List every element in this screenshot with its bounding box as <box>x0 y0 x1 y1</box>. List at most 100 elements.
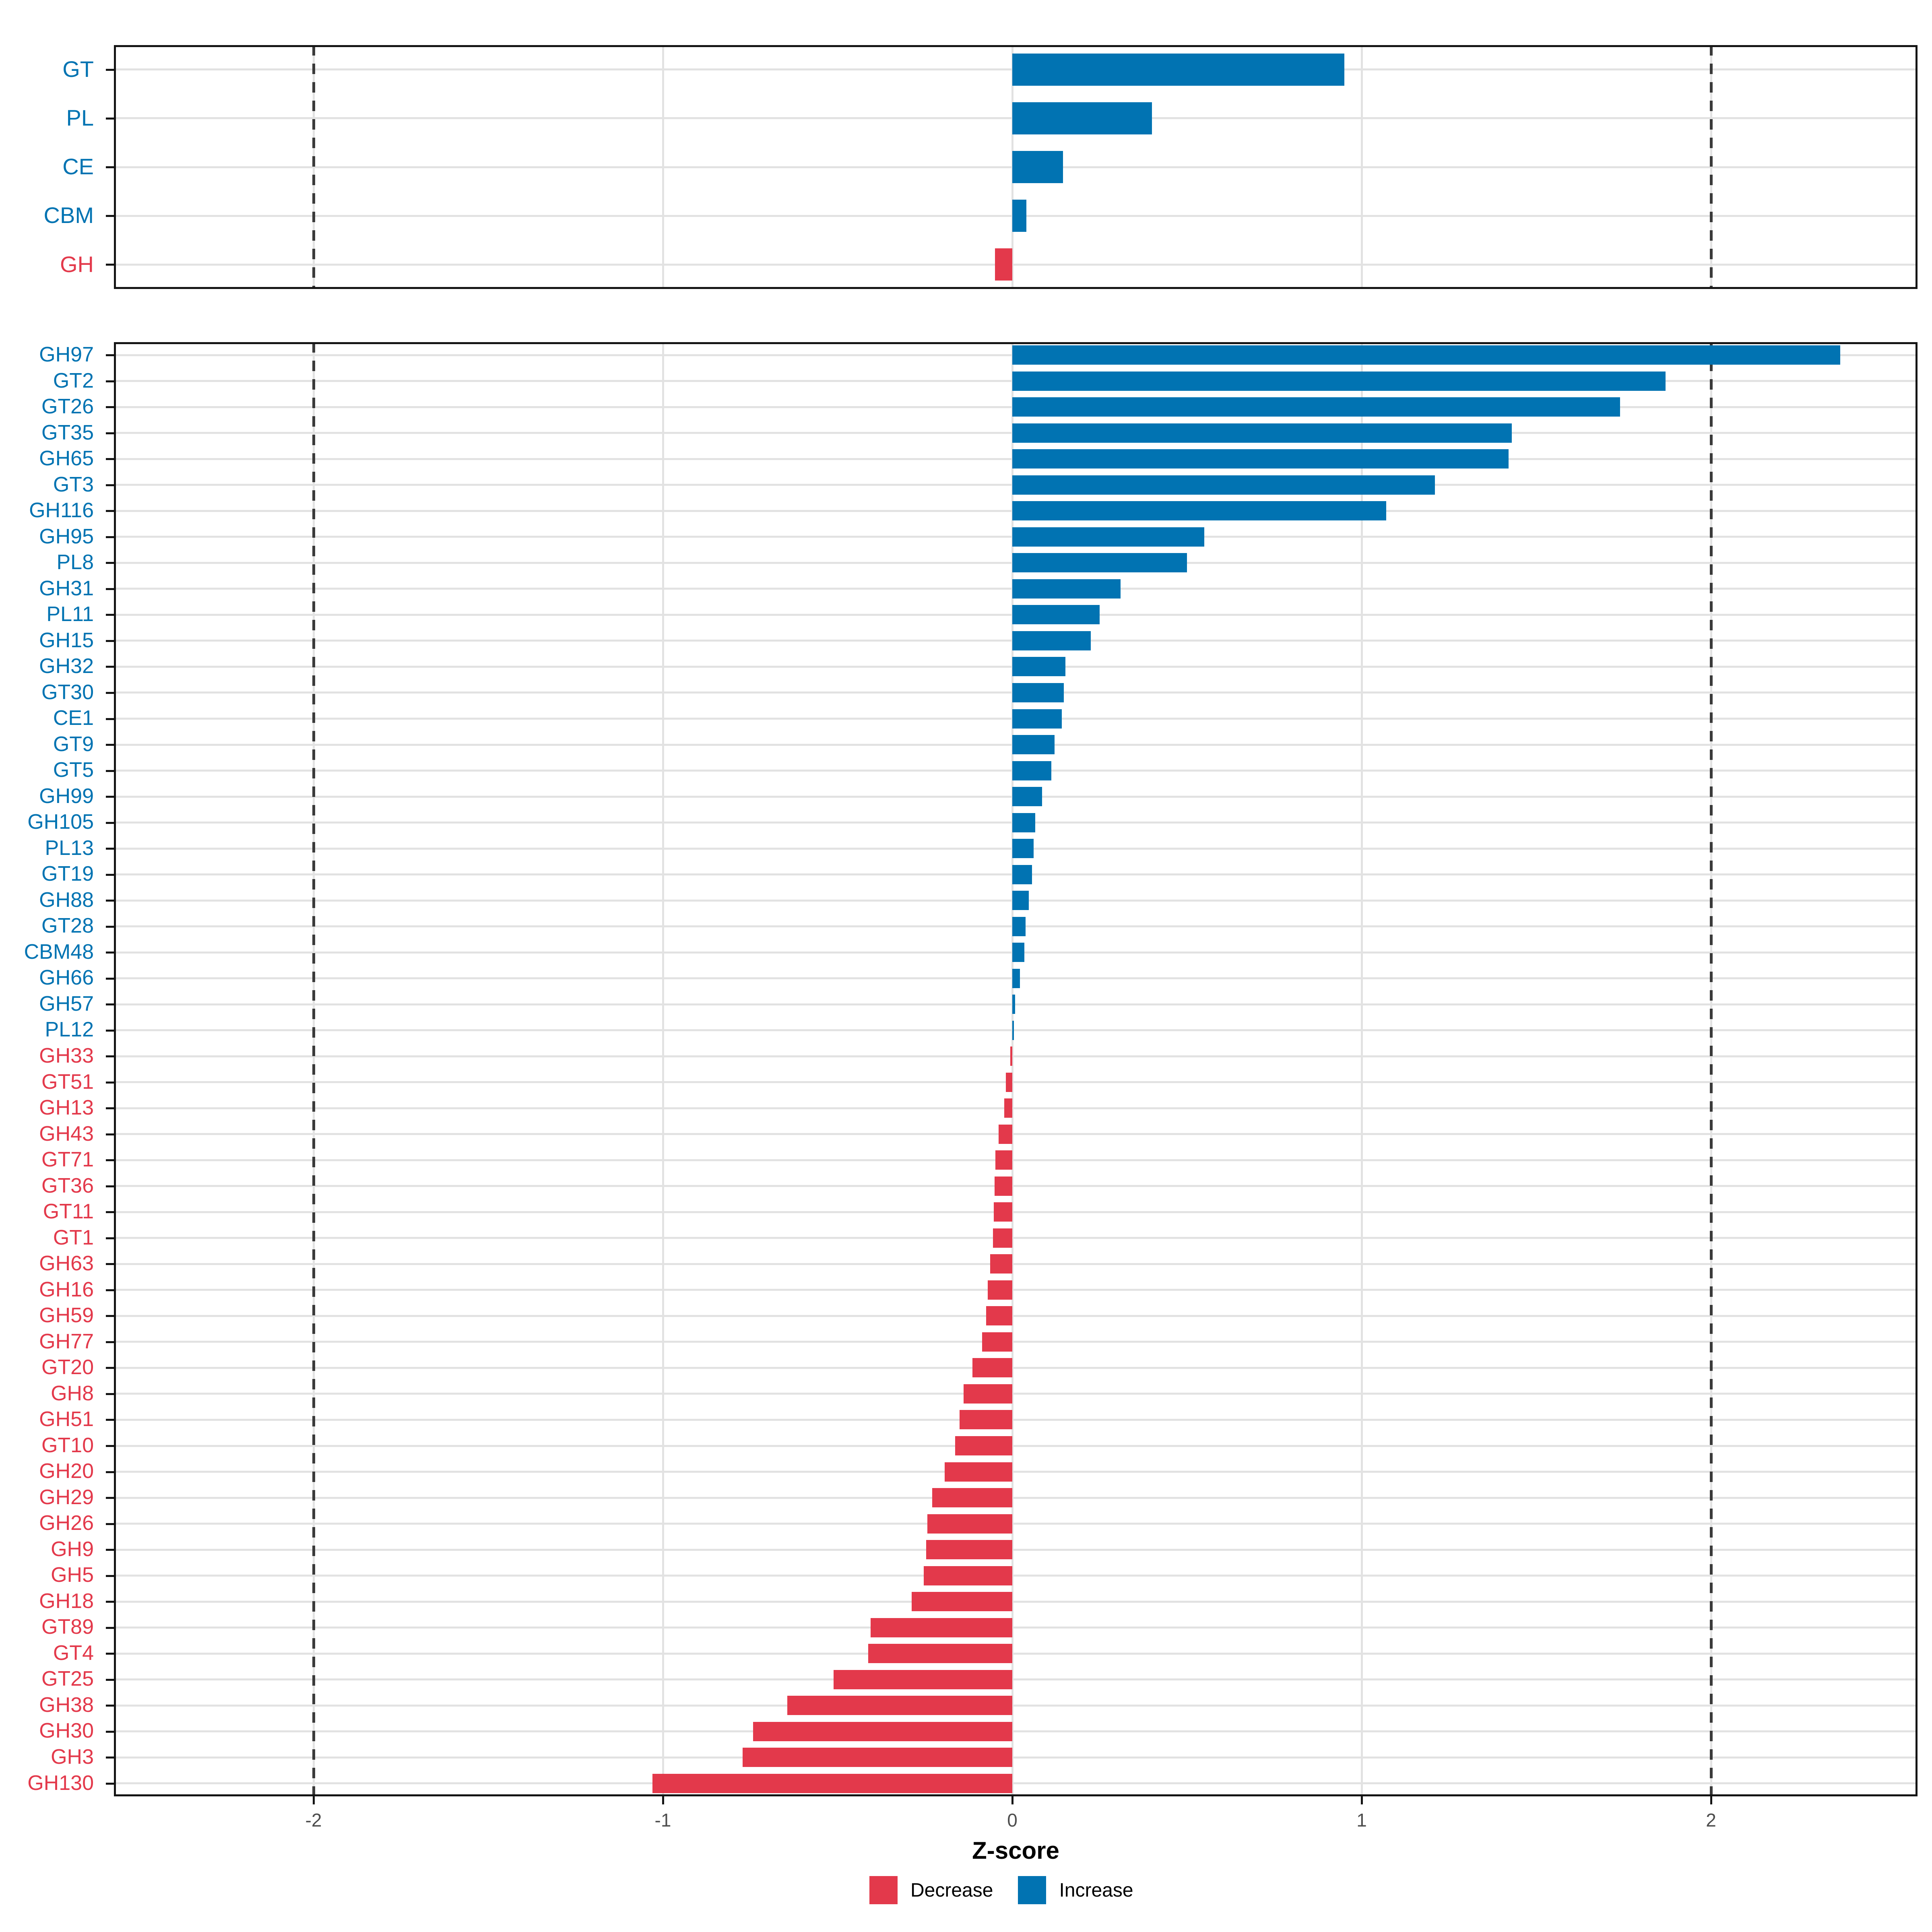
x-tick-label-0: 0 <box>1007 1810 1018 1831</box>
y-tick <box>106 406 114 409</box>
y-tick <box>106 380 114 382</box>
legend: Decrease Increase <box>869 1876 1133 1905</box>
gridline-horizontal <box>114 1600 1918 1603</box>
y-label-GT19: GT19 <box>41 862 94 886</box>
legend-swatch-decrease <box>869 1876 898 1904</box>
y-tick <box>106 1237 114 1239</box>
y-label-GT4: GT4 <box>53 1641 94 1665</box>
bar-GT11 <box>993 1202 1012 1222</box>
y-tick <box>106 1730 114 1733</box>
y-label-GH99: GH99 <box>39 784 94 808</box>
y-label-GH30: GH30 <box>39 1719 94 1743</box>
y-label-PL11: PL11 <box>46 603 94 626</box>
y-label-GH: GH <box>60 251 94 277</box>
gridline-horizontal <box>114 1029 1918 1032</box>
y-label-GT5: GT5 <box>53 758 94 782</box>
gridline-vertical <box>662 342 664 1796</box>
bar-GH32 <box>1012 657 1065 677</box>
bar-GH9 <box>926 1540 1012 1560</box>
y-tick <box>106 1497 114 1499</box>
bar-GH57 <box>1012 995 1015 1014</box>
y-tick <box>106 1315 114 1317</box>
y-tick <box>106 1081 114 1084</box>
gridline-horizontal <box>114 1496 1918 1499</box>
gridline-horizontal <box>114 1133 1918 1135</box>
bar-GH18 <box>912 1592 1012 1612</box>
bar-PL13 <box>1012 839 1034 859</box>
y-label-GH31: GH31 <box>39 576 94 600</box>
y-label-GH116: GH116 <box>29 499 94 522</box>
bar-GH <box>995 248 1012 281</box>
y-label-GH66: GH66 <box>39 966 94 990</box>
bar-GT3 <box>1012 475 1435 495</box>
y-tick <box>106 1185 114 1187</box>
y-label-GT35: GT35 <box>41 421 94 444</box>
y-label-GH95: GH95 <box>39 524 94 548</box>
gridline-horizontal <box>114 1315 1918 1317</box>
y-tick <box>106 1159 114 1162</box>
bar-GH13 <box>1004 1098 1012 1118</box>
bar-GH16 <box>988 1280 1012 1300</box>
y-tick <box>106 666 114 668</box>
y-label-GH5: GH5 <box>51 1563 94 1587</box>
x-tick-label-1: 1 <box>1356 1810 1367 1831</box>
y-label-GH20: GH20 <box>39 1459 94 1483</box>
bar-GH105 <box>1012 813 1036 832</box>
legend-label-increase: Increase <box>1059 1879 1133 1901</box>
y-tick <box>106 848 114 850</box>
y-tick <box>106 166 114 168</box>
bar-GT20 <box>972 1358 1012 1378</box>
y-label-CE: CE <box>62 154 94 180</box>
bar-GT5 <box>1012 761 1052 780</box>
bar-GH20 <box>945 1462 1012 1482</box>
x-tick--2 <box>313 1796 315 1804</box>
bar-GH29 <box>932 1488 1012 1508</box>
y-tick <box>106 977 114 980</box>
y-label-PL12: PL12 <box>45 1018 94 1042</box>
gridline-horizontal <box>114 1704 1918 1707</box>
y-label-GH43: GH43 <box>39 1122 94 1146</box>
y-tick <box>106 458 114 460</box>
bar-GT2 <box>1012 371 1666 391</box>
y-tick <box>106 264 114 266</box>
bar-GH88 <box>1012 891 1029 910</box>
bar-GH31 <box>1012 579 1121 599</box>
x-tick-label--1: -1 <box>654 1810 671 1831</box>
y-tick <box>106 1133 114 1135</box>
y-tick <box>106 744 114 746</box>
y-tick <box>106 1055 114 1058</box>
x-axis-title: Z-score <box>972 1837 1059 1864</box>
y-tick <box>106 68 114 71</box>
bar-GH65 <box>1012 449 1509 469</box>
dashed-line-z2 <box>1709 342 1713 1796</box>
y-label-PL8: PL8 <box>56 551 94 574</box>
y-tick <box>106 1003 114 1006</box>
bar-CE1 <box>1012 709 1062 729</box>
gridline-horizontal <box>114 1471 1918 1473</box>
y-label-GH8: GH8 <box>51 1381 94 1405</box>
gridline-horizontal <box>114 1055 1918 1057</box>
gridline-horizontal <box>114 1185 1918 1187</box>
bar-GT36 <box>994 1176 1012 1196</box>
y-label-GH57: GH57 <box>39 992 94 1016</box>
y-tick <box>106 1341 114 1343</box>
y-tick <box>106 1575 114 1577</box>
bar-GH59 <box>986 1306 1012 1326</box>
y-label-GH105: GH105 <box>27 810 94 834</box>
gridline-horizontal <box>114 1393 1918 1395</box>
gridline-horizontal <box>114 1081 1918 1084</box>
y-tick <box>106 1523 114 1525</box>
y-tick <box>106 1211 114 1214</box>
y-label-GT89: GT89 <box>41 1615 94 1639</box>
y-tick <box>106 1471 114 1473</box>
y-label-GH38: GH38 <box>39 1693 94 1717</box>
y-label-GT10: GT10 <box>41 1433 94 1457</box>
y-label-GH29: GH29 <box>39 1485 94 1509</box>
gridline-horizontal <box>114 1263 1918 1265</box>
gridline-horizontal <box>114 263 1918 266</box>
bar-GH8 <box>964 1384 1012 1404</box>
bar-GH30 <box>753 1721 1012 1741</box>
gridline-horizontal <box>114 1237 1918 1239</box>
bar-GH38 <box>787 1696 1012 1715</box>
y-tick <box>106 952 114 954</box>
